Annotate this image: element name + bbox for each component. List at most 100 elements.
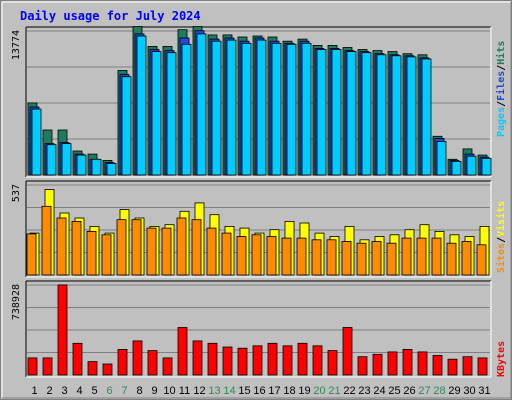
x-label-day-17: 17 xyxy=(268,385,280,397)
bar-kbytes-day-30 xyxy=(462,356,473,376)
bar-kbytes-day-5 xyxy=(87,361,98,376)
y-max-label: 13774 xyxy=(11,30,22,60)
bar-kbytes-day-17 xyxy=(267,342,278,376)
bar-sites-day-17 xyxy=(266,236,277,276)
x-label-day-8: 8 xyxy=(136,385,142,397)
legend-separator: / xyxy=(496,65,507,71)
bar-pages-day-25 xyxy=(391,55,402,176)
x-label-day-10: 10 xyxy=(163,385,175,397)
bar-sites-day-3 xyxy=(56,217,67,276)
x-label-day-11: 11 xyxy=(179,385,190,397)
x-label-day-12: 12 xyxy=(193,385,205,397)
legend-item: Pages xyxy=(496,107,507,137)
bar-kbytes-day-3 xyxy=(57,284,68,376)
bar-kbytes-day-4 xyxy=(72,342,83,376)
bar-sites-day-19 xyxy=(296,237,307,276)
bar-kbytes-day-14 xyxy=(222,346,233,376)
bar-kbytes-day-27 xyxy=(417,351,428,376)
bar-kbytes-day-24 xyxy=(372,353,383,376)
y-max-label: 738928 xyxy=(11,284,22,320)
x-label-day-4: 4 xyxy=(76,385,82,397)
bar-pages-day-20 xyxy=(316,49,327,176)
legend-hits-files-pages: Pages/Files/Hits xyxy=(495,41,507,137)
bar-sites-day-13 xyxy=(206,227,217,276)
series-pages xyxy=(31,33,492,176)
x-label-day-18: 18 xyxy=(283,385,295,397)
bar-pages-day-1 xyxy=(31,108,42,176)
x-label-day-28: 28 xyxy=(433,385,445,397)
x-label-day-9: 9 xyxy=(151,385,157,397)
bar-sites-day-25 xyxy=(386,242,397,276)
bar-pages-day-22 xyxy=(346,51,357,176)
bar-kbytes-day-25 xyxy=(387,351,398,376)
bar-sites-day-27 xyxy=(416,237,427,276)
x-label-day-24: 24 xyxy=(373,385,385,397)
bar-kbytes-day-2 xyxy=(42,357,53,376)
bar-pages-day-12 xyxy=(196,33,207,176)
bar-sites-day-1 xyxy=(26,233,37,276)
bar-pages-day-13 xyxy=(211,40,222,176)
bar-pages-day-23 xyxy=(361,52,372,176)
legend-visits-sites: Sites/Visits xyxy=(495,201,507,273)
x-label-day-23: 23 xyxy=(358,385,370,397)
bar-sites-day-15 xyxy=(236,236,247,276)
legend-separator: / xyxy=(496,237,507,243)
x-label-day-29: 29 xyxy=(448,385,460,397)
x-label-day-5: 5 xyxy=(91,385,97,397)
chart-title: Daily usage for July 2024 xyxy=(20,9,201,23)
bar-kbytes-day-21 xyxy=(327,350,338,376)
bar-sites-day-9 xyxy=(146,227,157,276)
bar-sites-day-14 xyxy=(221,232,232,276)
x-label-day-31: 31 xyxy=(478,385,490,397)
x-label-day-30: 30 xyxy=(463,385,475,397)
bar-pages-day-26 xyxy=(406,56,417,176)
bar-kbytes-day-13 xyxy=(207,342,218,376)
legend-item: Hits xyxy=(495,41,507,65)
x-label-day-21: 21 xyxy=(328,385,340,397)
x-label-day-20: 20 xyxy=(313,385,325,397)
bar-pages-day-14 xyxy=(226,39,237,176)
bar-pages-day-5 xyxy=(91,158,102,176)
bar-sites-day-20 xyxy=(311,239,322,276)
series-kbytes xyxy=(27,284,488,376)
x-label-day-7: 7 xyxy=(121,385,127,397)
bar-kbytes-day-16 xyxy=(252,345,263,376)
bar-kbytes-day-11 xyxy=(177,327,188,376)
x-label-day-3: 3 xyxy=(61,385,67,397)
bar-sites-day-11 xyxy=(176,217,187,276)
bar-pages-day-17 xyxy=(271,42,282,176)
bar-kbytes-day-20 xyxy=(312,345,323,376)
bar-sites-day-22 xyxy=(341,241,352,276)
bar-sites-day-6 xyxy=(101,234,112,276)
bar-pages-day-6 xyxy=(106,163,117,176)
x-label-day-13: 13 xyxy=(208,385,220,397)
bar-pages-day-30 xyxy=(466,155,477,176)
bar-pages-day-28 xyxy=(436,141,447,176)
bar-pages-day-24 xyxy=(376,54,387,176)
x-label-day-16: 16 xyxy=(253,385,265,397)
x-axis-day-labels: 1 2 3 4 5 6 7 8 9 10 11 12 13 14 15 16 17 18 19 20 21 22 23 24 2… xyxy=(31,385,490,397)
bar-pages-day-15 xyxy=(241,42,252,176)
legend-item: Files xyxy=(495,71,507,101)
bar-sites-day-18 xyxy=(281,237,292,276)
bar-kbytes-day-19 xyxy=(297,342,308,376)
bar-kbytes-day-22 xyxy=(342,327,353,376)
bar-pages-day-10 xyxy=(166,52,177,176)
bar-kbytes-day-6 xyxy=(102,363,113,376)
bar-kbytes-day-10 xyxy=(162,357,173,376)
bar-kbytes-day-18 xyxy=(282,345,293,376)
bar-kbytes-day-23 xyxy=(357,356,368,376)
x-label-day-26: 26 xyxy=(403,385,415,397)
bar-kbytes-day-31 xyxy=(477,357,488,376)
x-label-day-2: 2 xyxy=(46,385,52,397)
bar-sites-day-10 xyxy=(161,227,172,276)
bar-sites-day-4 xyxy=(71,220,82,276)
bar-kbytes-day-26 xyxy=(402,348,413,376)
bar-kbytes-day-15 xyxy=(237,347,248,376)
bar-kbytes-day-12 xyxy=(192,340,203,376)
bar-sites-day-30 xyxy=(461,241,472,276)
bar-pages-day-4 xyxy=(76,154,87,176)
legend-item: Sites xyxy=(495,243,507,273)
bar-pages-day-16 xyxy=(256,39,267,176)
